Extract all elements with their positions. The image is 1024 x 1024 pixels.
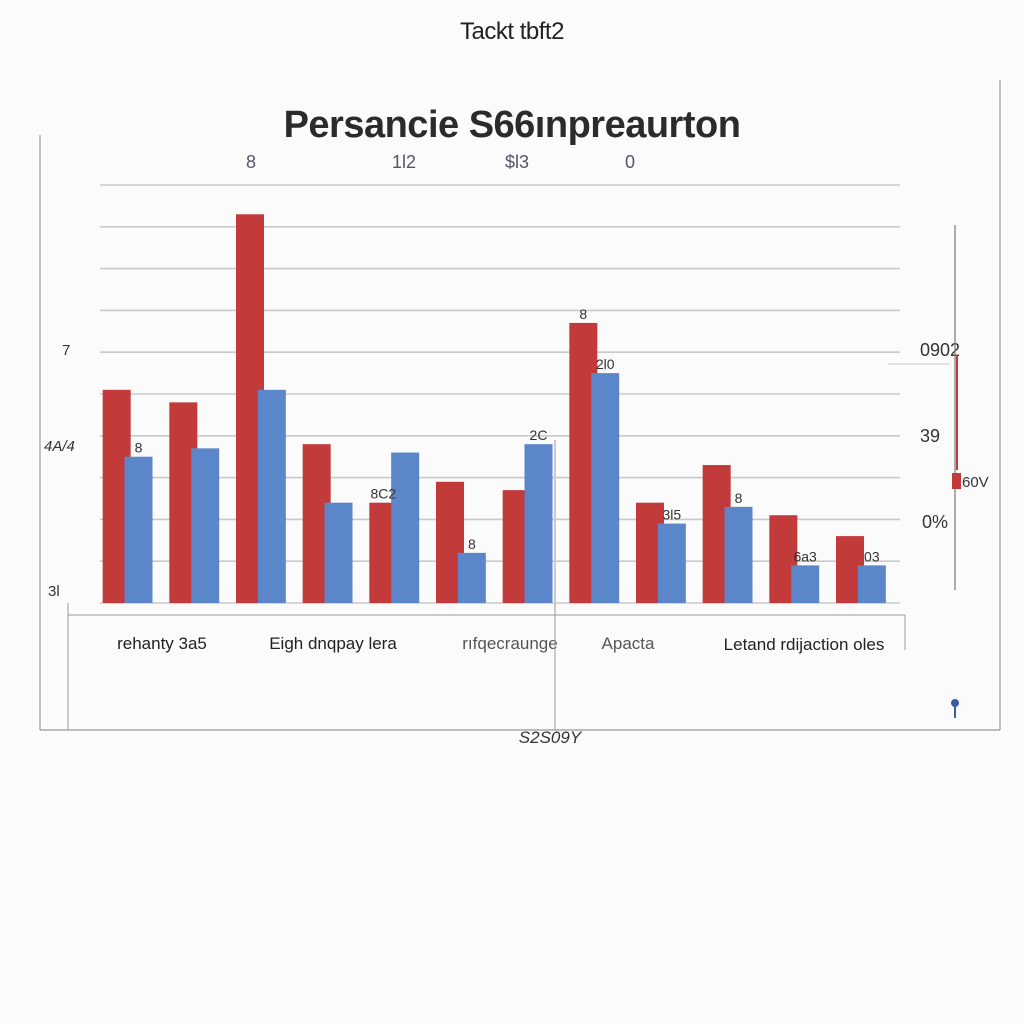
right-axis-marker <box>952 473 961 489</box>
data-labels: 8 8C2 8 2C 2l0 8 3l5 8 6a3 03 <box>135 306 880 564</box>
pin-icon <box>951 699 959 707</box>
bar <box>124 456 153 603</box>
data-label: 8 <box>735 490 743 506</box>
gridlines <box>100 184 900 604</box>
data-label: 6a3 <box>793 548 817 564</box>
bar <box>724 506 753 603</box>
data-label: 03 <box>864 548 880 564</box>
data-label: 8 <box>468 536 476 552</box>
bar <box>791 565 820 603</box>
data-label: 2C <box>530 427 548 443</box>
right-tick: 0902 <box>920 340 961 360</box>
bar <box>324 502 353 603</box>
bar <box>257 389 286 603</box>
chart-frame <box>39 80 1001 731</box>
top-tick: 0 <box>625 152 636 172</box>
bar <box>457 552 486 603</box>
right-axis <box>888 225 961 718</box>
data-label: 2l0 <box>596 356 615 372</box>
x-axis-label: S2S09Y <box>518 728 582 747</box>
bar <box>391 452 420 603</box>
data-label: 8C2 <box>370 486 396 502</box>
bar <box>857 565 886 603</box>
category-label: Eigh dnqpay lera <box>269 634 397 653</box>
category-label: Apacta <box>601 634 655 653</box>
bar <box>191 448 220 603</box>
top-tick: $l3 <box>505 152 530 172</box>
data-label: 8 <box>579 306 587 322</box>
left-tick: 7 <box>62 342 71 359</box>
category-label: Letand rdijaction oles <box>723 635 885 654</box>
bar <box>657 523 686 603</box>
category-label: rehanty 3a5 <box>117 634 207 653</box>
top-label: Tackt tbft2 <box>460 18 564 45</box>
right-marker-label: 60V <box>962 474 989 491</box>
top-tick: 8 <box>246 152 257 172</box>
top-tick: 1l2 <box>392 152 417 172</box>
data-label: 8 <box>135 440 143 456</box>
left-tick: 3l <box>48 583 60 600</box>
right-tick: 0% <box>922 512 949 532</box>
bar <box>591 373 620 603</box>
chart-title: Persancie S66ınpreaurton <box>283 104 741 146</box>
category-label: rıfqecraunge <box>462 634 558 653</box>
left-tick: 4A/4 <box>44 438 75 455</box>
right-tick: 39 <box>920 426 941 446</box>
data-label: 3l5 <box>662 507 681 523</box>
bar <box>524 444 553 603</box>
bars <box>102 214 886 603</box>
